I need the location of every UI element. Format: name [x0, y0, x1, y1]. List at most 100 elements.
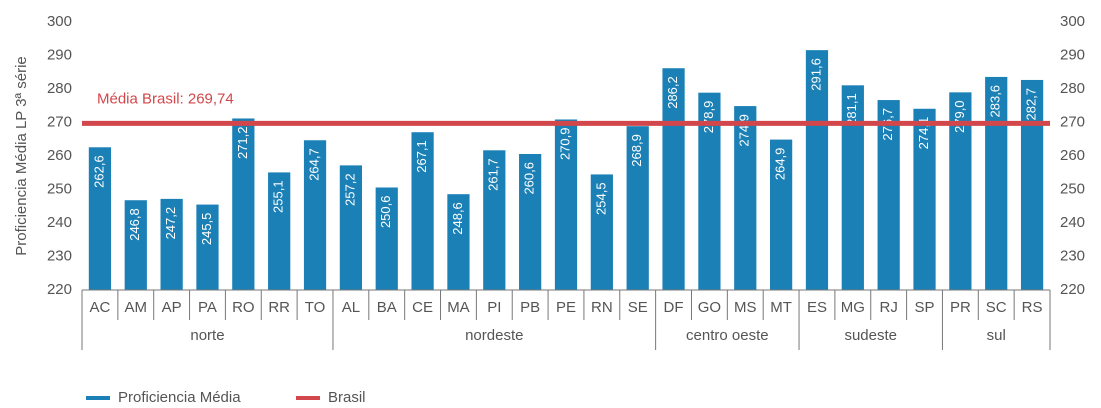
x-tick-label: PE: [556, 299, 576, 316]
y2-tick-label: 270: [1060, 113, 1085, 130]
x-tick-label: AL: [342, 299, 360, 316]
bar: [590, 174, 613, 290]
x-tick-label: TO: [305, 299, 326, 316]
data-label: 279,0: [952, 100, 967, 133]
bar: [88, 147, 112, 290]
x-tick-label: SE: [628, 299, 648, 316]
data-label: 267,1: [414, 140, 429, 173]
data-label: 264,7: [306, 148, 321, 181]
x-tick-label: ES: [807, 299, 827, 316]
x-tick-label: AP: [162, 299, 182, 316]
legend-label: Brasil: [328, 389, 366, 406]
y2-tick-label: 290: [1060, 46, 1085, 63]
y2-tick-label: 250: [1060, 180, 1085, 197]
x-tick-label: RJ: [879, 299, 897, 316]
group-label: norte: [190, 327, 224, 344]
x-tick-label: RR: [268, 299, 290, 316]
bar: [268, 172, 291, 290]
x-tick-label: PA: [198, 299, 217, 316]
data-label: 282,7: [1024, 88, 1039, 121]
x-tick-label: RO: [232, 299, 255, 316]
bar: [554, 119, 578, 290]
y2-tick-label: 220: [1060, 281, 1085, 298]
data-label: 254,5: [593, 182, 608, 215]
bar: [805, 50, 829, 290]
x-tick-label: PR: [950, 299, 971, 316]
group-label: sudeste: [844, 327, 897, 344]
bar: [985, 76, 1008, 290]
x-tick-label: MS: [734, 299, 757, 316]
group-label: sul: [987, 327, 1006, 344]
data-label: 274,9: [737, 114, 752, 147]
x-tick-label: MA: [447, 299, 470, 316]
bar: [877, 100, 900, 291]
bar: [949, 92, 972, 290]
group-label: centro oeste: [686, 327, 769, 344]
reference-label: Média Brasil: 269,74: [97, 90, 234, 107]
bar: [411, 132, 434, 290]
x-tick-label: GO: [698, 299, 721, 316]
x-tick-label: BA: [377, 299, 397, 316]
y-axis-label: Proficiencia Média LP 3ª série: [13, 56, 30, 256]
data-label: 271,2: [235, 126, 250, 159]
x-tick-label: RS: [1022, 299, 1043, 316]
data-label: 281,1: [844, 93, 859, 126]
x-tick-label: MG: [841, 299, 865, 316]
data-label: 264,9: [773, 148, 788, 181]
data-label: 291,6: [808, 58, 823, 91]
y-tick-label: 250: [47, 180, 72, 197]
bar: [339, 165, 363, 290]
legend-label: Proficiencia Média: [118, 389, 241, 406]
data-label: 268,9: [629, 134, 644, 167]
bar: [160, 198, 183, 290]
x-tick-label: AC: [90, 299, 111, 316]
y2-tick-label: 280: [1060, 80, 1085, 97]
x-tick-label: CE: [412, 299, 433, 316]
x-tick-label: SC: [986, 299, 1007, 316]
data-label: 260,6: [522, 162, 537, 195]
data-label: 255,1: [271, 180, 286, 213]
y-tick-label: 270: [47, 113, 72, 130]
bar: [232, 118, 255, 290]
y2-tick-label: 260: [1060, 147, 1085, 164]
y-tick-label: 260: [47, 147, 72, 164]
data-label: 246,8: [127, 208, 142, 241]
data-label: 250,6: [378, 195, 393, 228]
y2-tick-label: 240: [1060, 214, 1085, 231]
bar: [196, 204, 219, 290]
x-tick-label: RN: [591, 299, 613, 316]
x-tick-label: DF: [664, 299, 684, 316]
y2-tick-label: 300: [1060, 13, 1085, 30]
data-label: 261,7: [486, 158, 501, 191]
x-tick-label: PB: [520, 299, 540, 316]
bar: [375, 187, 398, 290]
data-label: 270,9: [557, 127, 572, 160]
bar: [447, 194, 470, 290]
y2-tick-label: 230: [1060, 247, 1085, 264]
bar: [124, 200, 147, 290]
group-label: nordeste: [465, 327, 523, 344]
y-tick-label: 280: [47, 80, 72, 97]
bar: [519, 153, 542, 290]
x-tick-label: SP: [915, 299, 935, 316]
bar: [769, 139, 793, 290]
x-tick-label: PI: [487, 299, 501, 316]
bar: [303, 140, 327, 290]
x-tick-label: AM: [125, 299, 148, 316]
y-tick-label: 220: [47, 281, 72, 298]
y-tick-label: 240: [47, 214, 72, 231]
y-tick-label: 290: [47, 46, 72, 63]
x-tick-label: MT: [770, 299, 792, 316]
bar: [734, 106, 757, 291]
data-label: 257,2: [342, 173, 357, 206]
data-label: 245,5: [199, 213, 214, 246]
bar: [483, 150, 506, 290]
bar: [626, 126, 649, 290]
bar: [841, 85, 864, 290]
y-tick-label: 230: [47, 247, 72, 264]
data-label: 278,9: [701, 101, 716, 134]
bar: [913, 108, 936, 290]
data-label: 262,6: [91, 155, 106, 188]
data-label: 248,6: [450, 202, 465, 235]
